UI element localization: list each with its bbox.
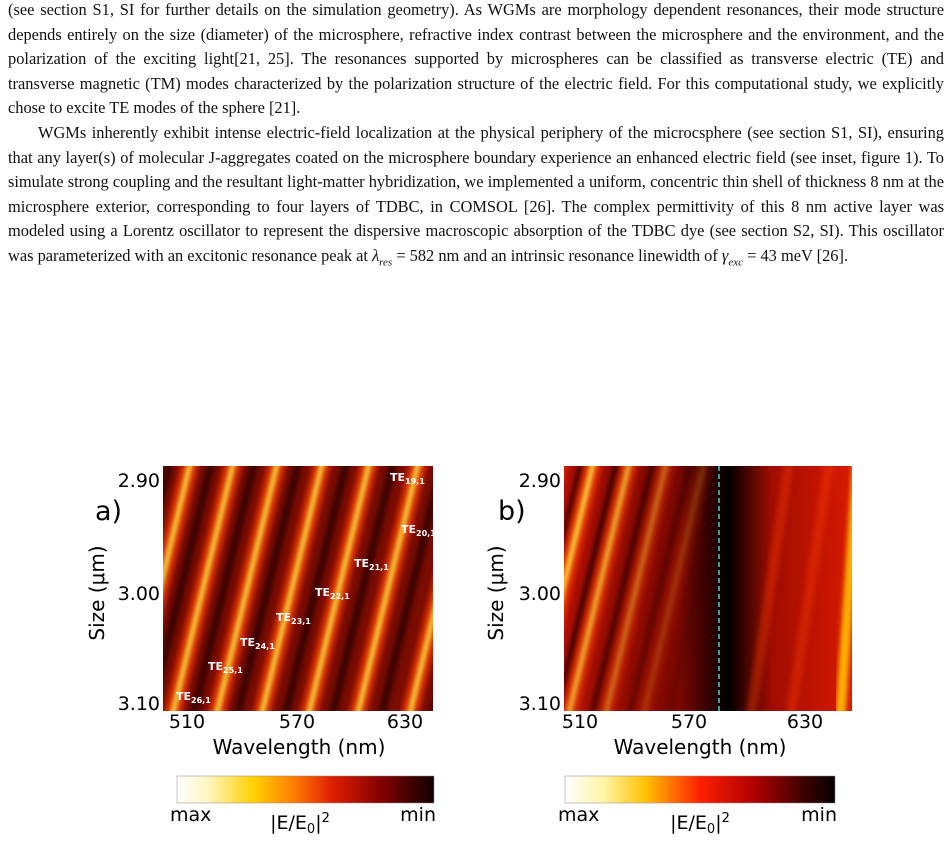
mode-sub: 19,1 <box>405 477 425 486</box>
x-axis-label: Wavelength (nm) <box>614 735 787 759</box>
y-axis-label: Size (μm) <box>484 545 508 640</box>
panel-label: b) <box>498 496 526 527</box>
stripe <box>566 466 632 711</box>
math: γexc <box>721 245 744 269</box>
mode-sub: 24,1 <box>255 642 275 651</box>
stripe <box>835 470 852 711</box>
x-tick-label: 570 <box>671 711 707 733</box>
stripe-dark <box>190 466 258 711</box>
stripe <box>259 466 325 711</box>
mode-sub: 26,1 <box>191 696 211 705</box>
stripe-dark <box>163 466 215 681</box>
symbol: γ <box>721 245 729 265</box>
x-tick-label: 510 <box>562 711 598 733</box>
colorbar-min-label: max <box>170 804 211 826</box>
mode-base: TE <box>208 660 223 673</box>
stripe-dark <box>378 484 433 711</box>
mode-base: TE <box>315 586 330 599</box>
y-tick-label: 3.10 <box>519 693 561 715</box>
subscript: exc <box>728 256 744 269</box>
stripe <box>214 466 280 711</box>
stripe <box>355 466 421 711</box>
mode-label: TE19,1 <box>390 471 425 486</box>
mode-label: TE21,1 <box>354 557 389 572</box>
stripe-dark <box>626 466 694 711</box>
title: | <box>715 812 721 834</box>
stripe <box>306 466 372 711</box>
superscript: 2 <box>322 811 330 826</box>
text: = 43 meV [26]. <box>743 245 849 265</box>
mode-sub: 21,1 <box>369 563 389 572</box>
mode-label: TE24,1 <box>240 636 275 651</box>
heatmap-a <box>163 466 433 711</box>
superscript: 2 <box>722 811 730 826</box>
colorbar <box>564 775 836 804</box>
x-axis-label: Wavelength (nm) <box>213 735 386 759</box>
mode-base: TE <box>390 471 405 484</box>
title: |E/E <box>270 812 307 834</box>
mode-label: TE25,1 <box>208 660 243 675</box>
stripe-dark <box>329 466 397 711</box>
stripe <box>407 606 433 711</box>
y-tick-label: 3.00 <box>118 583 160 605</box>
title: | <box>315 812 321 834</box>
stripe-dark <box>564 466 621 701</box>
mode-sub: 23,1 <box>291 617 311 626</box>
colorbar-title: |E/E0|2 <box>270 811 330 837</box>
mode-sub: 22,1 <box>330 592 350 601</box>
y-tick-label: 2.90 <box>118 470 160 492</box>
mode-label: TE23,1 <box>276 611 311 626</box>
text: = 582 nm and an intrinsic resonance line… <box>392 245 722 265</box>
colorbar-max-label: min <box>400 804 436 826</box>
stripe <box>170 466 236 711</box>
stripe-dark <box>282 466 350 711</box>
stripe-faint <box>786 466 834 711</box>
mode-base: TE <box>240 636 255 649</box>
colorbar-min-label: max <box>558 804 599 826</box>
y-tick-label: 3.00 <box>519 583 561 605</box>
mode-base: TE <box>176 690 191 703</box>
text: WGMs inherently exhibit intense electric… <box>8 122 944 265</box>
mode-label: TE26,1 <box>176 690 211 705</box>
y-tick-label: 3.10 <box>118 693 160 715</box>
mode-sub: 25,1 <box>223 666 243 675</box>
panel-label: a) <box>95 496 122 527</box>
stripe-faint <box>746 466 794 711</box>
paragraph: WGMs inherently exhibit intense electric… <box>8 121 944 275</box>
subscript: 0 <box>707 822 715 837</box>
stripe-dark <box>234 466 302 711</box>
mode-sub: 20,1 <box>416 529 436 538</box>
colorbar <box>176 775 435 804</box>
mode-base: TE <box>354 557 369 570</box>
heatmap-b <box>564 466 852 711</box>
stripe <box>163 466 193 587</box>
stripe-dark <box>589 466 657 711</box>
body-text: (see section S1, SI for further details … <box>8 0 944 275</box>
mode-label: TE20,1 <box>401 523 436 538</box>
x-tick-label: 630 <box>787 711 823 733</box>
mode-base: TE <box>276 611 291 624</box>
colorbar-max-label: min <box>801 804 837 826</box>
subscript: res <box>379 256 393 269</box>
x-tick-label: 510 <box>169 711 205 733</box>
subscript: 0 <box>307 822 315 837</box>
paragraph: (see section S1, SI for further details … <box>8 0 944 118</box>
stripe-dark <box>564 466 586 556</box>
stripe <box>564 466 596 596</box>
title: |E/E <box>670 812 707 834</box>
math: λres <box>372 245 393 269</box>
colorbar-title: |E/E0|2 <box>670 811 730 837</box>
y-axis-label: Size (μm) <box>85 545 109 640</box>
stripe <box>641 466 707 711</box>
x-tick-label: 630 <box>387 711 423 733</box>
y-tick-label: 2.90 <box>519 470 561 492</box>
stripe <box>603 466 669 711</box>
symbol: λ <box>372 245 380 265</box>
mode-label: TE22,1 <box>315 586 350 601</box>
mode-base: TE <box>401 523 416 536</box>
x-tick-label: 570 <box>279 711 315 733</box>
